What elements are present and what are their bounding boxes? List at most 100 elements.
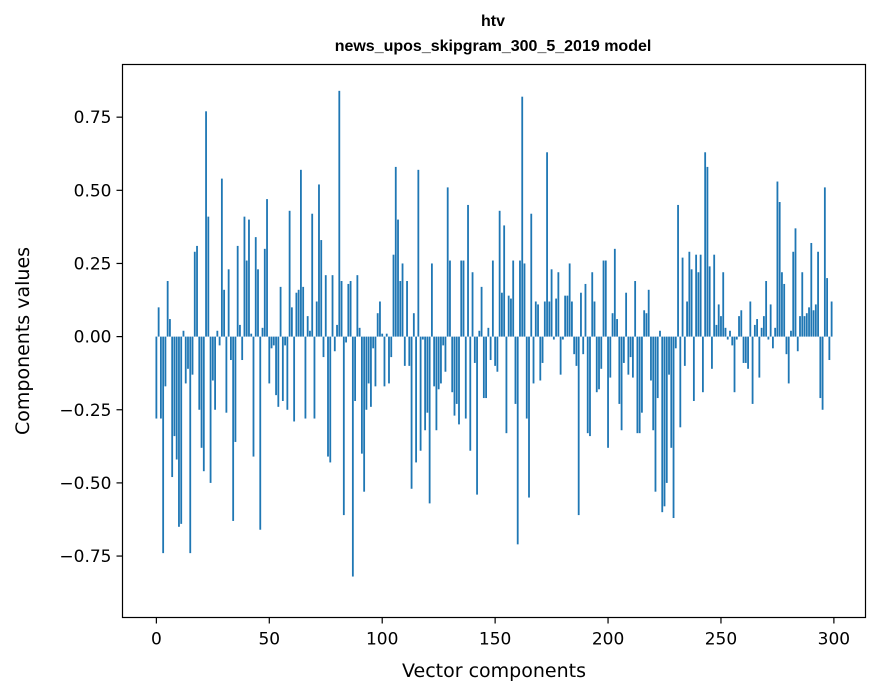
bar-7 [171, 336, 174, 478]
bar-122 [430, 263, 433, 337]
bar-27 [216, 330, 219, 337]
bar-8 [173, 336, 176, 437]
bar-11 [180, 336, 183, 524]
bar-110 [403, 336, 406, 366]
bar-9 [175, 336, 178, 460]
bar-194 [593, 301, 596, 337]
bar-140 [471, 272, 474, 337]
bar-42 [250, 333, 253, 337]
bar-134 [458, 336, 460, 425]
bar-92 [363, 336, 366, 492]
bar-265 [753, 324, 756, 337]
bar-45 [257, 269, 259, 337]
bar-253 [726, 336, 729, 340]
bar-241 [699, 254, 702, 337]
bar-64 [300, 169, 302, 337]
bar-292 [814, 304, 817, 337]
bar-28 [218, 336, 221, 346]
chart-title-line2: news_upos_skipgram_300_5_2019 model [335, 38, 652, 55]
bar-273 [772, 336, 774, 349]
y-tick-label: 0.25 [74, 254, 112, 274]
bar-209 [627, 336, 630, 375]
bar-136 [462, 260, 465, 337]
bar-98 [376, 313, 379, 337]
bar-232 [679, 336, 682, 428]
bar-164 [525, 336, 528, 419]
y-tick-label: −0.50 [59, 474, 111, 494]
bar-299 [830, 301, 833, 337]
bar-238 [692, 336, 695, 401]
bar-286 [801, 272, 804, 337]
bar-289 [808, 307, 810, 337]
bar-21 [202, 336, 205, 472]
bar-62 [295, 292, 298, 337]
bar-78 [331, 275, 334, 337]
bar-190 [584, 283, 587, 337]
bar-250 [720, 316, 722, 337]
bar-223 [659, 330, 661, 337]
bar-151 [496, 336, 499, 372]
bar-12 [182, 330, 185, 337]
bar-17 [193, 251, 196, 337]
bar-234 [683, 336, 686, 366]
bar-216 [643, 310, 646, 337]
bar-284 [796, 336, 799, 352]
bar-222 [656, 336, 659, 399]
bar-48 [263, 248, 266, 337]
bar-294 [819, 336, 822, 399]
bar-177 [555, 298, 558, 337]
bar-105 [392, 254, 395, 337]
bar-183 [568, 263, 571, 337]
x-axis-label: Vector components [402, 660, 586, 682]
bar-255 [731, 336, 734, 346]
bar-139 [469, 336, 472, 451]
x-tick-label: 250 [705, 630, 737, 650]
bar-93 [365, 336, 368, 410]
bar-159 [514, 336, 517, 404]
bar-147 [487, 327, 490, 337]
bar-67 [306, 316, 309, 337]
bar-77 [329, 336, 332, 463]
bar-96 [372, 336, 375, 349]
bar-218 [647, 289, 650, 337]
bar-120 [426, 336, 429, 413]
bar-138 [467, 204, 469, 337]
bar-1 [157, 307, 160, 337]
bar-186 [575, 336, 578, 366]
bar-251 [722, 272, 725, 337]
bar-32 [227, 269, 230, 337]
bar-276 [778, 202, 781, 337]
bar-219 [650, 336, 652, 381]
bar-266 [756, 319, 759, 337]
bar-210 [629, 336, 632, 358]
bar-264 [751, 336, 754, 404]
bar-71 [315, 301, 318, 337]
bar-114 [412, 313, 415, 337]
bar-229 [672, 336, 675, 519]
bar-111 [406, 281, 408, 337]
bar-247 [713, 254, 716, 337]
bar-169 [537, 304, 539, 337]
bar-24 [209, 336, 212, 483]
bar-68 [309, 330, 311, 337]
bar-270 [765, 281, 768, 337]
bar-202 [611, 313, 614, 337]
bar-156 [507, 295, 510, 337]
y-tick-label: −0.75 [59, 547, 111, 567]
bar-112 [408, 336, 411, 366]
bar-109 [401, 263, 404, 337]
bar-283 [794, 228, 797, 337]
bar-83 [342, 336, 345, 516]
bar-242 [701, 336, 704, 393]
bar-165 [528, 336, 530, 498]
bar-41 [248, 219, 250, 337]
bar-244 [706, 166, 709, 337]
bar-116 [417, 169, 420, 337]
bar-40 [245, 260, 248, 337]
bar-59 [288, 210, 291, 337]
bar-101 [383, 336, 386, 387]
bar-221 [654, 336, 657, 492]
bar-100 [381, 333, 384, 337]
plot-frame [121, 63, 867, 619]
